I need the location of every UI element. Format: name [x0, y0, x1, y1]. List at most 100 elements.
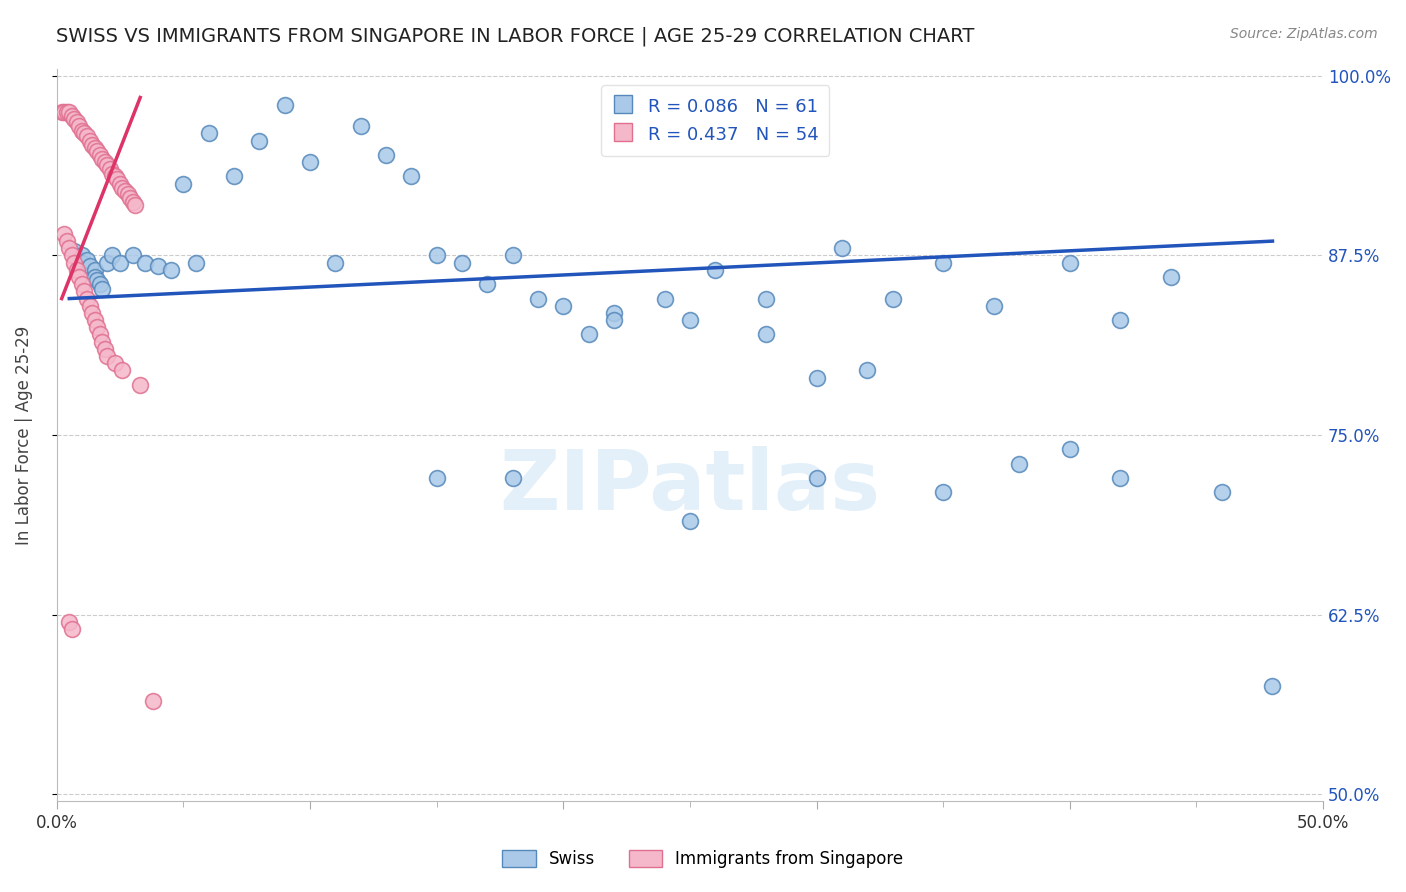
Point	[426, 248, 449, 262]
Point	[91, 334, 114, 349]
Point	[76, 129, 98, 144]
Point	[477, 277, 499, 292]
Point	[60, 109, 83, 123]
Text: SWISS VS IMMIGRANTS FROM SINGAPORE IN LABOR FORCE | AGE 25-29 CORRELATION CHART: SWISS VS IMMIGRANTS FROM SINGAPORE IN LA…	[56, 27, 974, 46]
Point	[983, 299, 1005, 313]
Point	[1109, 313, 1132, 327]
Point	[142, 694, 165, 708]
Point	[98, 162, 121, 177]
Point	[323, 255, 346, 269]
Point	[70, 248, 93, 262]
Point	[83, 263, 105, 277]
Point	[806, 471, 828, 485]
Point	[117, 186, 139, 201]
Point	[1059, 255, 1081, 269]
Y-axis label: In Labor Force | Age 25-29: In Labor Force | Age 25-29	[15, 326, 32, 545]
Point	[527, 292, 550, 306]
Point	[53, 227, 76, 241]
Point	[67, 120, 90, 134]
Point	[60, 622, 83, 636]
Point	[51, 104, 73, 119]
Point	[55, 104, 77, 119]
Point	[96, 158, 118, 172]
Point	[89, 277, 111, 292]
Point	[374, 148, 396, 162]
Point	[53, 104, 76, 119]
Point	[1059, 442, 1081, 457]
Point	[197, 127, 219, 141]
Point	[86, 320, 108, 334]
Point	[89, 327, 111, 342]
Text: ZIPatlas: ZIPatlas	[499, 446, 880, 527]
Point	[73, 285, 96, 299]
Point	[70, 255, 93, 269]
Point	[70, 277, 93, 292]
Point	[55, 234, 77, 248]
Point	[66, 115, 89, 129]
Point	[932, 255, 955, 269]
Point	[79, 299, 101, 313]
Point	[111, 363, 134, 377]
Point	[58, 241, 80, 255]
Point	[76, 292, 98, 306]
Point	[76, 252, 98, 267]
Point	[121, 248, 143, 262]
Point	[67, 270, 90, 285]
Point	[298, 155, 321, 169]
Point	[93, 155, 115, 169]
Point	[349, 120, 371, 134]
Point	[107, 172, 129, 186]
Point	[222, 169, 245, 184]
Point	[104, 356, 127, 370]
Point	[856, 363, 879, 377]
Point	[79, 259, 101, 273]
Point	[806, 370, 828, 384]
Point	[755, 292, 778, 306]
Point	[79, 134, 101, 148]
Point	[124, 198, 146, 212]
Point	[502, 471, 524, 485]
Point	[882, 292, 904, 306]
Point	[273, 97, 295, 112]
Point	[63, 112, 86, 126]
Point	[66, 263, 89, 277]
Point	[91, 281, 114, 295]
Point	[129, 377, 152, 392]
Point	[172, 177, 194, 191]
Point	[451, 255, 474, 269]
Point	[89, 148, 111, 162]
Point	[70, 123, 93, 137]
Point	[83, 141, 105, 155]
Point	[86, 144, 108, 158]
Point	[73, 127, 96, 141]
Point	[120, 191, 142, 205]
Point	[83, 270, 105, 285]
Point	[58, 104, 80, 119]
Point	[58, 615, 80, 629]
Point	[1261, 679, 1284, 693]
Point	[603, 313, 626, 327]
Point	[932, 485, 955, 500]
Point	[1211, 485, 1233, 500]
Point	[399, 169, 422, 184]
Point	[603, 306, 626, 320]
Point	[101, 248, 124, 262]
Point	[704, 263, 727, 277]
Point	[96, 255, 118, 269]
Legend: R = 0.086   N = 61, R = 0.437   N = 54: R = 0.086 N = 61, R = 0.437 N = 54	[600, 85, 830, 156]
Point	[146, 259, 169, 273]
Legend: Swiss, Immigrants from Singapore: Swiss, Immigrants from Singapore	[496, 843, 910, 875]
Point	[247, 134, 270, 148]
Point	[755, 327, 778, 342]
Point	[121, 195, 143, 210]
Point	[63, 255, 86, 269]
Point	[1109, 471, 1132, 485]
Point	[80, 306, 103, 320]
Point	[553, 299, 575, 313]
Point	[101, 167, 124, 181]
Point	[184, 255, 207, 269]
Point	[578, 327, 600, 342]
Point	[63, 244, 86, 259]
Point	[134, 255, 156, 269]
Point	[114, 184, 136, 198]
